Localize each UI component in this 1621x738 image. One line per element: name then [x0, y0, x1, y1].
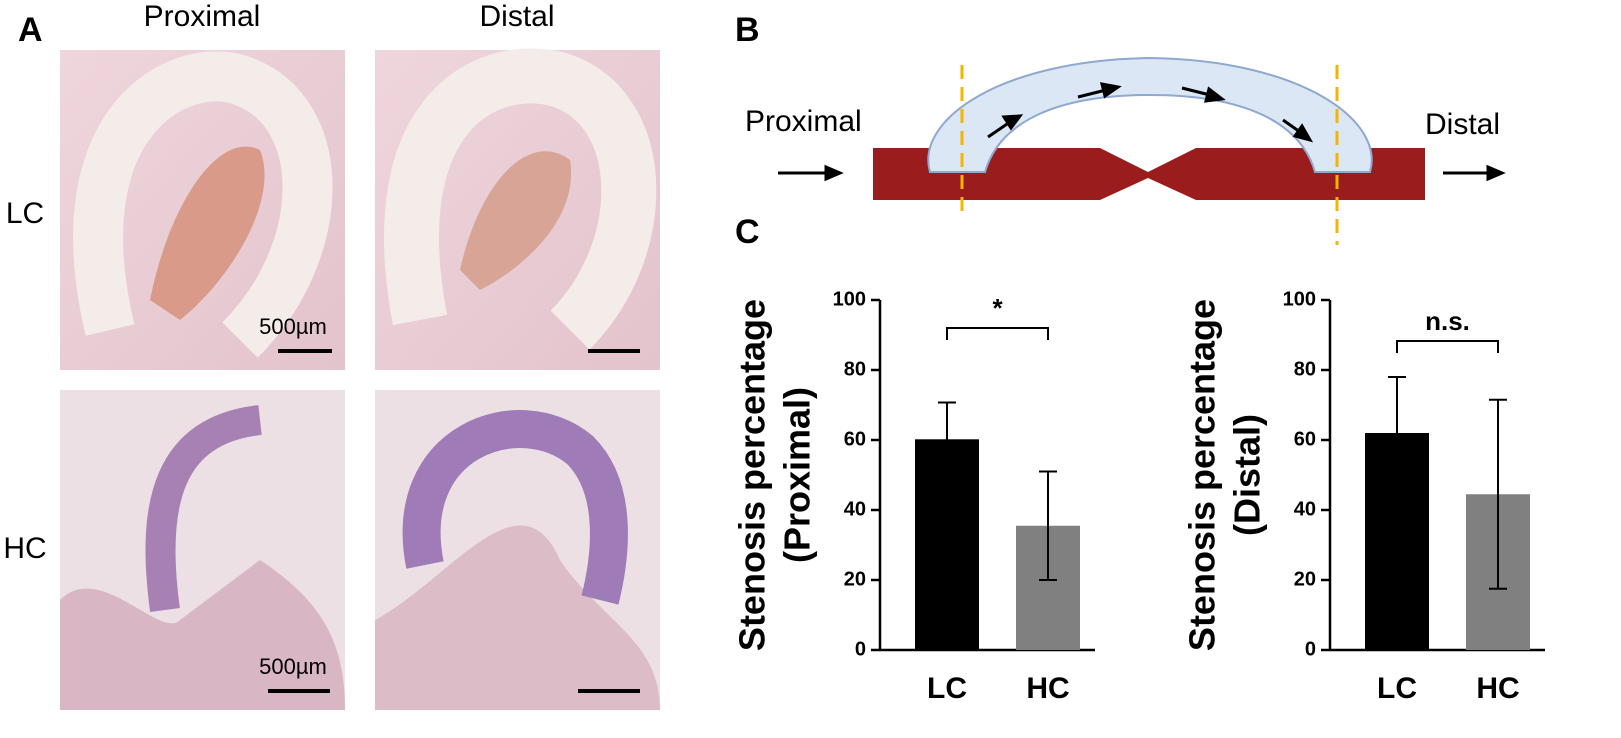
panel-label: C: [735, 213, 760, 251]
row-label: LC: [6, 197, 44, 230]
y-tick-label: 40: [1294, 498, 1316, 520]
diagram-label: Distal: [1425, 108, 1500, 141]
panel-label: A: [18, 11, 43, 49]
vessel-diagram: [778, 56, 1506, 245]
y-axis-label: Stenosis percentage: [1182, 299, 1223, 651]
error-bar: [1039, 470, 1057, 581]
y-axis-label: Stenosis percentage: [732, 299, 773, 651]
diagram-label: Proximal: [745, 105, 862, 138]
y-tick-label: 80: [844, 358, 866, 380]
significance-label: n.s.: [1425, 306, 1470, 336]
y-tick-label: 20: [1294, 568, 1316, 590]
y-tick-label: 40: [844, 498, 866, 520]
x-tick-label: LC: [1377, 672, 1417, 705]
micrograph: [375, 48, 660, 370]
y-tick-label: 0: [855, 638, 866, 660]
error-bar: [938, 401, 956, 478]
error-bar: [1388, 376, 1406, 490]
column-header: Distal: [479, 0, 554, 33]
scale-bar-label: 500µm: [259, 654, 327, 679]
significance-label: *: [992, 293, 1003, 323]
micrograph: [60, 50, 345, 370]
x-tick-label: LC: [927, 672, 967, 705]
micrograph: [375, 390, 660, 710]
scale-bar-label: 500µm: [259, 314, 327, 339]
y-tick-label: 60: [1294, 428, 1316, 450]
y-tick-label: 100: [833, 288, 866, 310]
column-header: Proximal: [144, 0, 261, 33]
y-tick-label: 60: [844, 428, 866, 450]
y-tick-label: 20: [844, 568, 866, 590]
micrograph: [60, 390, 345, 710]
significance-bracket: [946, 327, 1049, 340]
y-tick-label: 80: [1294, 358, 1316, 380]
significance-bracket: [1396, 340, 1499, 353]
y-axis-label: (Distal): [1227, 414, 1268, 536]
y-tick-label: 100: [1283, 288, 1316, 310]
x-tick-label: HC: [1476, 672, 1519, 705]
y-tick-label: 0: [1305, 638, 1316, 660]
y-axis-label: (Proximal): [777, 387, 818, 563]
x-tick-label: HC: [1026, 672, 1069, 705]
panel-label: B: [735, 11, 760, 49]
error-bar: [1489, 398, 1507, 590]
row-label: HC: [3, 532, 46, 565]
